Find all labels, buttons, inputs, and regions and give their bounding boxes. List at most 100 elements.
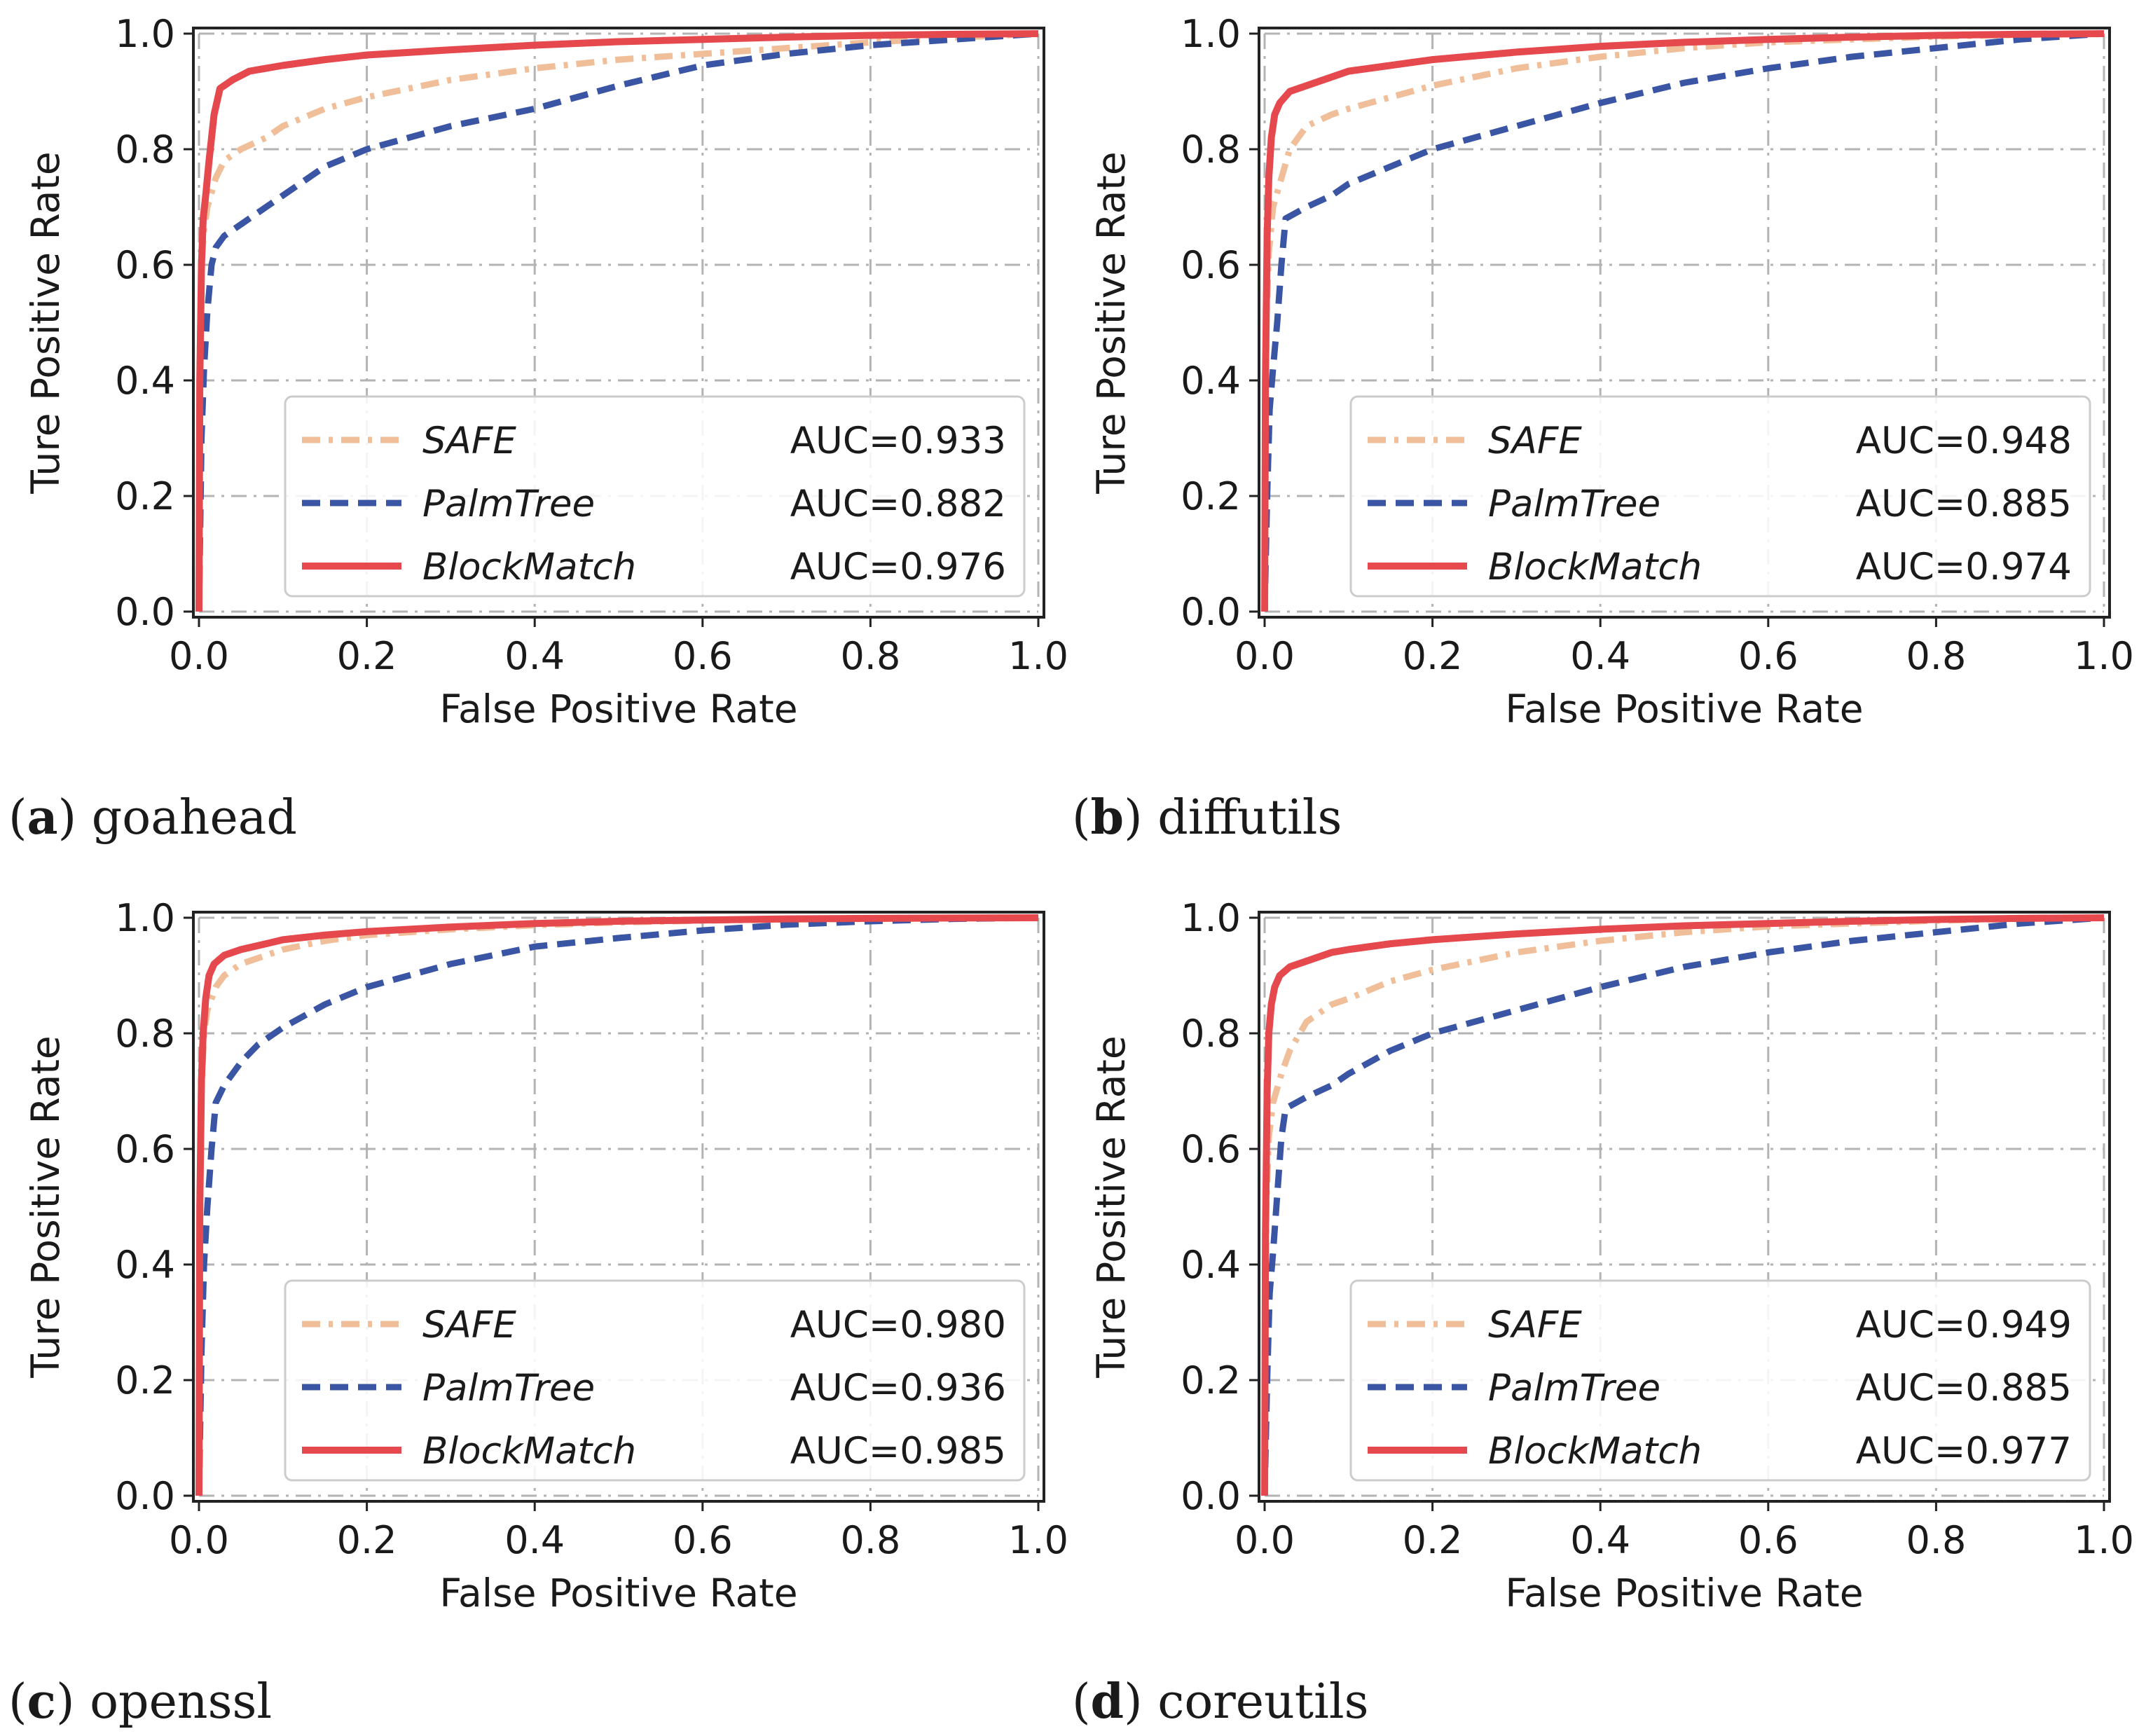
legend-auc-blockmatch: AUC=0.977 — [1856, 1430, 2072, 1473]
x-tick-label: 0.8 — [1906, 1518, 1966, 1562]
legend-label-blockmatch: BlockMatch — [1488, 546, 1702, 588]
legend-auc-safe: AUC=0.980 — [790, 1304, 1006, 1346]
legend-box — [1349, 395, 2091, 598]
roc-panel-goahead: 0.0 0.2 0.4 0.6 0.8 1.0 0.0 0.2 0.4 0.6 0.8 1.0 Fals… — [8, 12, 1068, 846]
legend-label-safe: SAFE — [1488, 1304, 1582, 1346]
legend-auc-safe: AUC=0.933 — [790, 420, 1006, 462]
y-tick-label: 0.8 — [115, 1012, 175, 1056]
roc-panel-diffutils: 0.0 0.2 0.4 0.6 0.8 1.0 0.0 0.2 0.4 0.6 0.8 1.0 Fals… — [1072, 12, 2134, 846]
y-tick-label: 0.0 — [115, 590, 175, 634]
y-tick-label: 0.4 — [1181, 1243, 1241, 1287]
x-tick-label: 0.2 — [337, 1518, 397, 1562]
y-tick-label: 0.2 — [115, 474, 175, 518]
panel-caption: (d) coreutils — [1072, 1674, 1369, 1730]
y-tick-label: 0.4 — [115, 359, 175, 403]
panel-caption-text: coreutils — [1157, 1674, 1368, 1730]
x-axis-label: False Positive Rate — [1505, 1571, 1863, 1616]
panel-caption-text: diffutils — [1157, 790, 1342, 846]
plot-frame — [192, 27, 1045, 619]
x-tick-label: 0.0 — [169, 1518, 229, 1562]
y-tick-label: 0.6 — [1181, 243, 1241, 287]
roc-curve-blockmatch — [1261, 30, 2105, 612]
x-tick-label: 0.0 — [169, 634, 229, 678]
legend-auc-palmtree: AUC=0.885 — [1856, 483, 2072, 525]
panel-caption-letter: c — [27, 1674, 56, 1730]
panel-caption-letter: d — [1091, 1674, 1124, 1730]
y-tick-label: 0.0 — [1181, 590, 1241, 634]
legend-auc-palmtree: AUC=0.885 — [1856, 1367, 2072, 1410]
x-tick-label: 0.4 — [504, 634, 565, 678]
panel-caption-text: openssl — [90, 1674, 272, 1730]
roc-panel-coreutils: 0.0 0.2 0.4 0.6 0.8 1.0 0.0 0.2 0.4 0.6 0.8 1.0 Fals… — [1072, 896, 2134, 1730]
y-tick-label: 1.0 — [115, 12, 175, 56]
legend-box — [284, 1279, 1026, 1482]
roc-curve-palmtree — [1261, 30, 2105, 612]
roc-curve-safe — [195, 30, 1039, 612]
y-axis-label: Ture Positive Rate — [1089, 1035, 1134, 1378]
roc-curve-blockmatch — [195, 30, 1039, 612]
y-tick-label: 1.0 — [1181, 896, 1241, 940]
legend-label-blockmatch: BlockMatch — [1488, 1430, 1702, 1473]
legend-label-palmtree: PalmTree — [422, 1367, 595, 1410]
x-axis-label: False Positive Rate — [1505, 687, 1863, 731]
x-tick-label: 0.6 — [673, 1518, 733, 1562]
legend-label-blockmatch: BlockMatch — [422, 546, 636, 588]
legend-auc-palmtree: AUC=0.882 — [790, 483, 1006, 525]
legend-auc-blockmatch: AUC=0.976 — [790, 546, 1006, 588]
panel-caption-letter: a — [27, 790, 58, 846]
roc-curve-palmtree — [195, 914, 1039, 1496]
roc-curve-blockmatch — [195, 914, 1039, 1496]
y-tick-label: 0.0 — [1181, 1474, 1241, 1518]
x-tick-label: 0.4 — [1570, 1518, 1630, 1562]
legend-auc-safe: AUC=0.948 — [1856, 420, 2072, 462]
panel-caption-letter: b — [1091, 790, 1124, 846]
legend-box — [1349, 1279, 2091, 1482]
legend-label-safe: SAFE — [422, 1304, 516, 1346]
y-axis-label: Ture Positive Rate — [23, 1035, 68, 1378]
x-tick-label: 0.6 — [1738, 1518, 1798, 1562]
x-tick-label: 0.0 — [1234, 634, 1295, 678]
legend-label-safe: SAFE — [422, 420, 516, 462]
legend: SAFE AUC=0.948 PalmTree AUC=0.885 BlockMatch… — [1349, 395, 2091, 598]
y-tick-label: 0.8 — [115, 128, 175, 172]
x-tick-label: 1.0 — [2074, 634, 2134, 678]
roc-curve-blockmatch — [1261, 914, 2105, 1496]
legend: SAFE AUC=0.949 PalmTree AUC=0.885 BlockMatch… — [1349, 1279, 2091, 1482]
panel-caption: (a) goahead — [8, 790, 297, 846]
legend-auc-palmtree: AUC=0.936 — [790, 1367, 1006, 1410]
plot-frame — [1258, 27, 2111, 619]
legend-label-safe: SAFE — [1488, 420, 1582, 462]
x-axis-label: False Positive Rate — [439, 687, 797, 731]
x-tick-label: 0.6 — [673, 634, 733, 678]
x-tick-label: 1.0 — [1008, 1518, 1068, 1562]
plot-frame — [192, 911, 1045, 1503]
panel-caption-text: goahead — [92, 790, 297, 846]
legend-label-palmtree: PalmTree — [1488, 483, 1660, 525]
roc-curve-palmtree — [195, 30, 1039, 612]
y-tick-label: 0.6 — [1181, 1127, 1241, 1171]
x-tick-label: 0.8 — [840, 634, 900, 678]
legend-label-palmtree: PalmTree — [1488, 1367, 1660, 1410]
y-tick-label: 0.4 — [115, 1243, 175, 1287]
legend-auc-blockmatch: AUC=0.985 — [790, 1430, 1006, 1473]
y-tick-label: 0.4 — [1181, 359, 1241, 403]
legend-auc-blockmatch: AUC=0.974 — [1856, 546, 2072, 588]
x-tick-label: 1.0 — [1008, 634, 1068, 678]
x-tick-label: 0.4 — [504, 1518, 565, 1562]
x-tick-label: 0.6 — [1738, 634, 1798, 678]
y-axis-label: Ture Positive Rate — [23, 151, 68, 494]
x-tick-label: 0.2 — [337, 634, 397, 678]
y-tick-label: 0.6 — [115, 243, 175, 287]
legend-auc-safe: AUC=0.949 — [1856, 1304, 2072, 1346]
plot-frame — [1258, 911, 2111, 1503]
x-tick-label: 0.2 — [1403, 634, 1463, 678]
x-tick-label: 0.8 — [840, 1518, 900, 1562]
panel-caption: (b) diffutils — [1072, 790, 1342, 846]
y-axis-label: Ture Positive Rate — [1089, 151, 1134, 494]
panel-caption: (c) openssl — [8, 1674, 272, 1730]
legend: SAFE AUC=0.980 PalmTree AUC=0.936 BlockMatch… — [284, 1279, 1026, 1482]
y-tick-label: 1.0 — [115, 896, 175, 940]
y-tick-label: 0.8 — [1181, 128, 1241, 172]
x-tick-label: 1.0 — [2074, 1518, 2134, 1562]
legend: SAFE AUC=0.933 PalmTree AUC=0.882 BlockMatch… — [284, 395, 1026, 598]
